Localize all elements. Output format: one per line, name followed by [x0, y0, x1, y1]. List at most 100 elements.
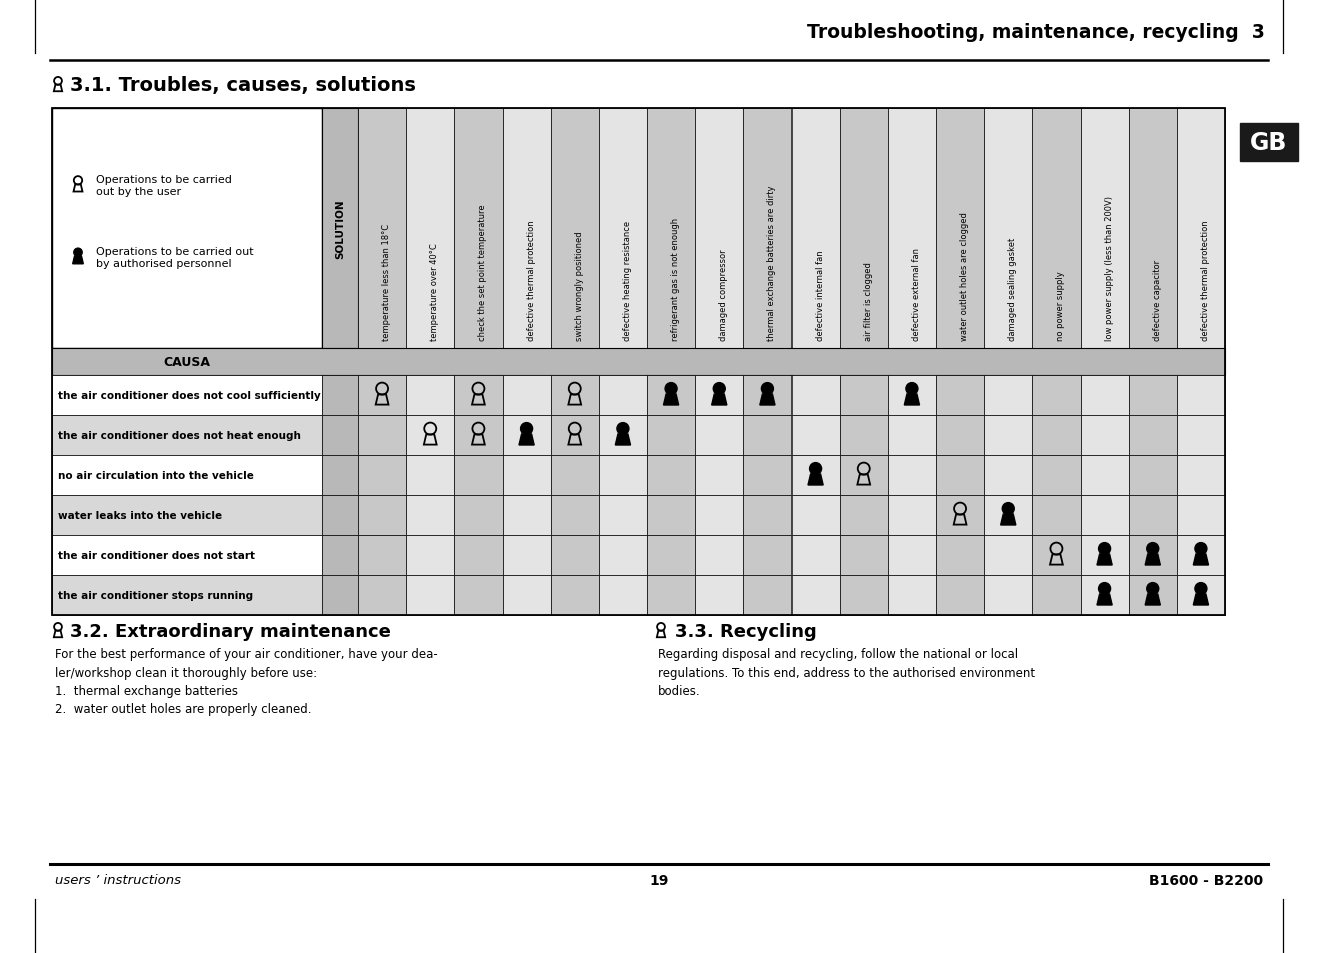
Text: the air conditioner does not cool sufficiently: the air conditioner does not cool suffic… — [58, 391, 320, 400]
Bar — [840, 576, 888, 616]
Text: check the set point temperature: check the set point temperature — [478, 204, 488, 340]
Bar — [51, 536, 322, 576]
Bar — [1177, 496, 1224, 536]
Bar — [936, 496, 985, 536]
Bar — [1032, 456, 1081, 496]
Bar — [455, 576, 502, 616]
Bar — [936, 416, 985, 456]
Text: damaged compressor: damaged compressor — [720, 249, 729, 340]
Bar — [840, 109, 888, 349]
Polygon shape — [1145, 595, 1160, 605]
Circle shape — [1099, 583, 1111, 595]
Text: 19: 19 — [650, 873, 668, 887]
Bar — [455, 109, 502, 349]
Bar — [743, 375, 792, 416]
Bar — [598, 375, 647, 416]
Bar — [792, 496, 840, 536]
Text: SOLUTION: SOLUTION — [335, 199, 345, 258]
Bar — [695, 576, 743, 616]
Bar — [406, 576, 455, 616]
Bar — [1032, 416, 1081, 456]
Text: GB: GB — [1251, 131, 1288, 154]
Bar — [1081, 375, 1128, 416]
Bar — [985, 576, 1032, 616]
Text: thermal exchange batteries are dirty: thermal exchange batteries are dirty — [767, 185, 776, 340]
Bar — [322, 536, 358, 576]
Bar — [502, 536, 551, 576]
Bar — [792, 536, 840, 576]
Bar — [647, 456, 695, 496]
Polygon shape — [1193, 595, 1209, 605]
Bar — [888, 496, 936, 536]
Bar — [1177, 456, 1224, 496]
Circle shape — [666, 383, 677, 395]
Bar — [792, 416, 840, 456]
Bar — [502, 456, 551, 496]
Bar — [1128, 416, 1177, 456]
Bar — [598, 109, 647, 349]
Text: CAUSA: CAUSA — [163, 355, 211, 369]
Bar — [743, 416, 792, 456]
Text: no air circulation into the vehicle: no air circulation into the vehicle — [58, 471, 254, 480]
Bar — [792, 456, 840, 496]
Bar — [936, 456, 985, 496]
Bar — [358, 416, 406, 456]
Bar — [1032, 576, 1081, 616]
Polygon shape — [1000, 515, 1016, 525]
Bar — [455, 416, 502, 456]
Bar — [936, 536, 985, 576]
Bar — [695, 109, 743, 349]
Text: 3.1. Troubles, causes, solutions: 3.1. Troubles, causes, solutions — [70, 76, 416, 95]
Text: For the best performance of your air conditioner, have your dea-
ler/workshop cl: For the best performance of your air con… — [55, 647, 438, 716]
Bar — [51, 456, 322, 496]
Bar — [1177, 109, 1224, 349]
Bar — [406, 456, 455, 496]
Bar — [1128, 536, 1177, 576]
Bar — [322, 416, 358, 456]
Circle shape — [1147, 543, 1159, 555]
Bar — [936, 109, 985, 349]
Bar — [598, 416, 647, 456]
Bar — [551, 416, 598, 456]
Bar — [51, 109, 322, 349]
Bar — [358, 109, 406, 349]
Bar — [406, 375, 455, 416]
Bar — [551, 496, 598, 536]
Circle shape — [905, 383, 917, 395]
Bar — [1081, 456, 1128, 496]
Bar — [936, 576, 985, 616]
Bar — [840, 536, 888, 576]
Circle shape — [521, 423, 532, 436]
Bar — [985, 416, 1032, 456]
Bar — [551, 576, 598, 616]
Bar — [598, 456, 647, 496]
Bar — [358, 456, 406, 496]
Bar — [985, 496, 1032, 536]
Bar — [1177, 416, 1224, 456]
Bar — [322, 456, 358, 496]
Text: defective thermal protection: defective thermal protection — [1201, 220, 1210, 340]
Circle shape — [1195, 543, 1207, 555]
Bar — [985, 536, 1032, 576]
Text: 3.3. Recycling: 3.3. Recycling — [675, 622, 817, 640]
Bar — [792, 375, 840, 416]
Bar — [502, 416, 551, 456]
Bar — [551, 536, 598, 576]
Bar — [985, 375, 1032, 416]
Text: B1600 - B2200: B1600 - B2200 — [1149, 873, 1263, 887]
Polygon shape — [72, 256, 83, 265]
Text: water leaks into the vehicle: water leaks into the vehicle — [58, 511, 223, 520]
Circle shape — [1147, 583, 1159, 595]
Circle shape — [713, 383, 725, 395]
Circle shape — [1195, 583, 1207, 595]
Polygon shape — [519, 435, 534, 446]
Bar — [51, 349, 1224, 375]
Bar — [647, 576, 695, 616]
Polygon shape — [1145, 555, 1160, 565]
Bar — [1081, 496, 1128, 536]
Text: defective heating resistance: defective heating resistance — [623, 221, 631, 340]
Bar — [1128, 456, 1177, 496]
Bar — [1240, 124, 1298, 162]
Polygon shape — [1097, 595, 1112, 605]
Bar — [502, 109, 551, 349]
